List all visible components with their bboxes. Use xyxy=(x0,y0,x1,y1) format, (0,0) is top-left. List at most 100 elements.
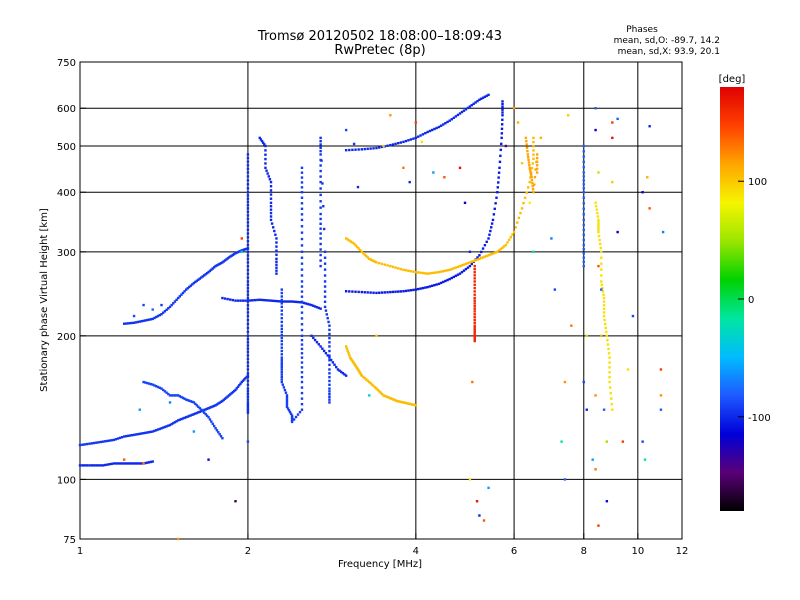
echo-point xyxy=(280,346,283,349)
echo-point xyxy=(230,254,233,257)
echo-point xyxy=(594,201,597,205)
echo-point xyxy=(319,139,322,143)
echo-point xyxy=(246,191,250,194)
echo-point xyxy=(173,421,177,424)
echo-point xyxy=(490,222,494,225)
echo-point xyxy=(473,318,476,322)
echo-point xyxy=(399,290,403,293)
echo-point xyxy=(223,297,227,300)
echo-point xyxy=(582,233,585,237)
echo-point xyxy=(280,358,283,362)
echo-point xyxy=(276,299,279,303)
echo-point xyxy=(197,411,200,414)
echo-point xyxy=(153,429,156,433)
echo-point xyxy=(417,135,420,138)
echo-point xyxy=(146,431,149,434)
echo-point xyxy=(473,267,476,271)
echo-point xyxy=(328,341,331,344)
echo-point xyxy=(280,373,283,376)
echo-point xyxy=(110,439,113,442)
echo-point xyxy=(142,319,145,323)
echo-point xyxy=(412,403,415,406)
echo-point xyxy=(428,285,432,288)
echo-point xyxy=(205,271,209,275)
echo-point xyxy=(478,254,481,257)
echo-point xyxy=(227,256,231,259)
echo-point xyxy=(300,366,304,369)
echo-point xyxy=(319,259,322,262)
echo-point xyxy=(267,299,270,302)
echo-point xyxy=(264,162,267,165)
echo-point xyxy=(607,352,611,355)
echo-point xyxy=(328,336,331,340)
echo-point xyxy=(184,398,188,401)
echo-point xyxy=(358,370,361,374)
echo-point xyxy=(363,147,366,151)
echo-point xyxy=(285,401,289,404)
echo-point xyxy=(88,464,91,467)
echo-point xyxy=(212,424,216,428)
echo-point xyxy=(424,272,427,275)
echo-point xyxy=(375,334,378,338)
echo-point xyxy=(328,401,331,404)
echo-point xyxy=(204,413,207,416)
echo-point xyxy=(208,406,212,409)
echo-point xyxy=(200,409,203,413)
echo-point xyxy=(472,102,475,106)
echo-point xyxy=(396,267,400,270)
echo-point xyxy=(306,302,309,306)
echo-point xyxy=(611,180,614,184)
echo-point xyxy=(597,234,601,238)
echo-point xyxy=(391,143,395,146)
echo-point xyxy=(122,458,126,461)
echo-point xyxy=(194,402,197,406)
echo-point xyxy=(336,368,340,371)
echo-point xyxy=(280,302,283,305)
echo-point xyxy=(246,290,250,293)
echo-point xyxy=(608,375,611,379)
echo-point xyxy=(532,191,535,194)
echo-point xyxy=(223,397,227,400)
echo-point xyxy=(300,285,304,288)
echo-point xyxy=(594,468,597,471)
echo-point xyxy=(641,440,644,443)
echo-point xyxy=(344,148,348,152)
echo-point xyxy=(215,403,219,406)
echo-point xyxy=(246,187,250,190)
echo-point xyxy=(360,250,363,254)
echo-point xyxy=(476,258,479,261)
echo-point xyxy=(473,277,476,280)
echo-point xyxy=(222,260,225,263)
echo-point xyxy=(600,288,603,291)
echo-point xyxy=(446,278,449,282)
echo-point xyxy=(417,271,420,274)
echo-point xyxy=(246,375,250,379)
echo-point xyxy=(116,437,120,440)
echo-point xyxy=(280,313,283,316)
echo-point xyxy=(383,263,386,266)
echo-point xyxy=(104,463,107,467)
echo-point xyxy=(343,373,346,376)
echo-point xyxy=(532,157,535,161)
echo-point xyxy=(383,394,387,398)
echo-point xyxy=(81,464,84,467)
echo-point xyxy=(275,241,278,244)
echo-point xyxy=(275,263,278,266)
echo-point xyxy=(234,500,237,503)
echo-point xyxy=(323,295,327,298)
echo-point xyxy=(238,384,241,387)
echo-point xyxy=(155,315,158,319)
echo-point xyxy=(460,110,464,114)
echo-point xyxy=(315,340,319,344)
echo-point xyxy=(219,435,223,438)
echo-point xyxy=(218,401,221,404)
echo-point xyxy=(203,408,206,412)
echo-point xyxy=(594,205,598,208)
echo-point xyxy=(246,268,250,272)
x-tick-label: 1 xyxy=(77,546,83,557)
echo-point xyxy=(181,291,185,295)
echo-point xyxy=(648,207,651,210)
echo-point xyxy=(280,380,283,384)
echo-point xyxy=(442,280,445,284)
echo-point xyxy=(300,218,304,222)
